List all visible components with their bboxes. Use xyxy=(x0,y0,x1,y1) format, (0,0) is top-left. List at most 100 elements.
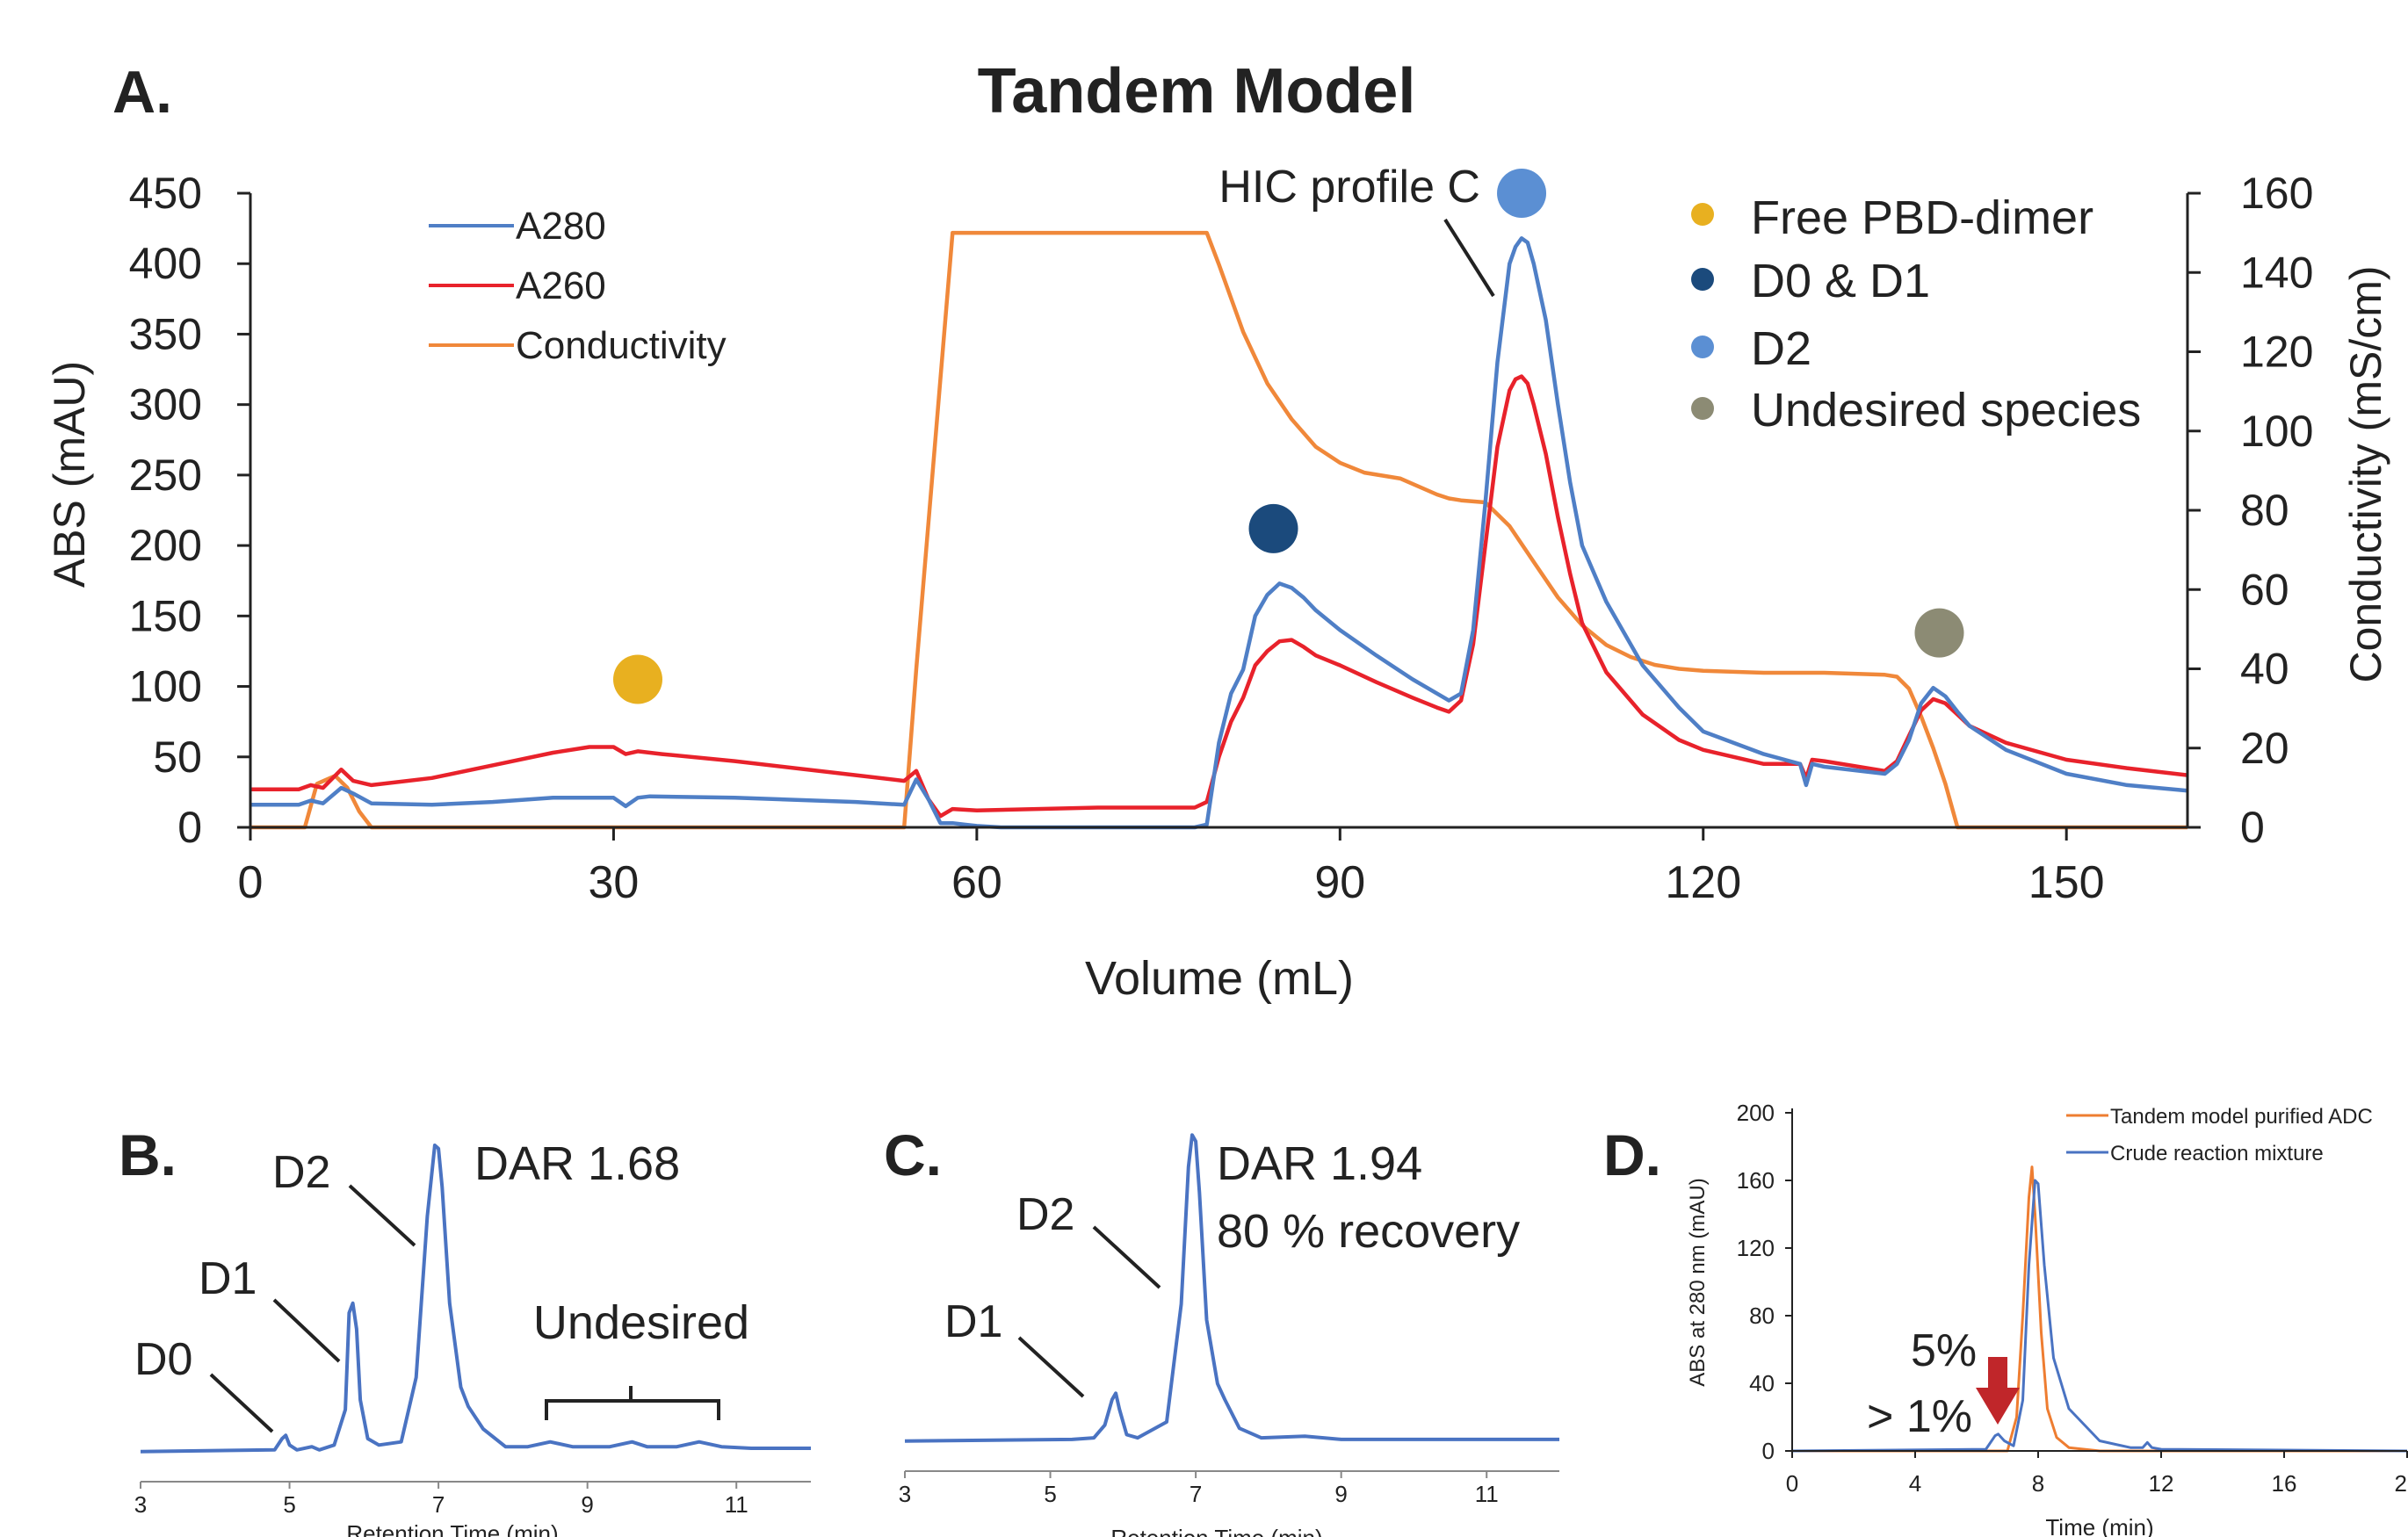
chart-a-markers xyxy=(613,169,1964,704)
chart-a-y2tick-label: 40 xyxy=(2240,645,2289,694)
chart-d-xtick-label: 8 xyxy=(2032,1470,2044,1497)
line-crude-mixture xyxy=(1791,1179,2408,1453)
panel-c-letter: C. xyxy=(884,1122,942,1187)
chart-d-ytick-label: 80 xyxy=(1749,1302,1775,1329)
chart-a-ytick-label: 250 xyxy=(129,451,202,500)
chart-a-ytick-label: 150 xyxy=(129,591,202,640)
marker-undesired-species xyxy=(1914,608,1964,658)
line-a280 xyxy=(250,236,2188,830)
chart-c-recovery-label: 80 % recovery xyxy=(1217,1205,1520,1258)
chart-c-xtick-label: 3 xyxy=(899,1481,911,1507)
marker-d0-d1 xyxy=(1248,503,1298,553)
legend-d0d1-label: D0 & D1 xyxy=(1751,255,1930,307)
panel-a-letter: A. xyxy=(112,59,172,126)
chart-c-trace xyxy=(904,1133,1559,1443)
chart-c-d1-label: D1 xyxy=(944,1296,1002,1347)
chart-a-ytick-label: 100 xyxy=(129,662,202,711)
chart-d-xtick-label: 20 xyxy=(2395,1470,2408,1497)
panel-a-title: Tandem Model xyxy=(978,56,1416,126)
chart-b-xtick-label: 9 xyxy=(581,1491,593,1518)
chart-b-d2-leader xyxy=(348,1184,416,1247)
marker-d2 xyxy=(1497,169,1547,218)
chart-a-y2tick-label: 100 xyxy=(2240,407,2313,456)
chart-b-xlabel: Retention Time (min) xyxy=(346,1520,558,1537)
chart-a-y2tick-label: 80 xyxy=(2240,486,2289,535)
legend-crude-label: Crude reaction mixture xyxy=(2110,1142,2324,1165)
chart-b-d1-leader xyxy=(272,1298,341,1363)
chart-d-xtick-label: 16 xyxy=(2272,1470,2297,1497)
marker-free-pbd-dimer xyxy=(613,654,662,704)
chart-b-d0-label: D0 xyxy=(134,1334,192,1385)
chart-c: 3 5 7 9 11 DAR 1.94 80 % recovery D2 D1 Rete… xyxy=(899,1133,1559,1537)
chart-d-xtick-label: 0 xyxy=(1786,1470,1798,1497)
chart-a-ytick-label: 450 xyxy=(129,169,202,218)
chart-a-ytick-label: 300 xyxy=(129,380,202,429)
chart-c-xtick-label: 7 xyxy=(1190,1481,1202,1507)
chart-d-axes: 04812162004080120160200 xyxy=(1737,1100,2408,1497)
panel-d-letter: D. xyxy=(1603,1122,1661,1187)
chart-a-y2tick-label: 0 xyxy=(2240,803,2265,852)
legend-a280-label: A280 xyxy=(516,205,606,248)
chart-a-ytick-label: 0 xyxy=(177,803,202,852)
chart-c-d2-leader xyxy=(1092,1225,1161,1289)
legend-d0d1-dot xyxy=(1691,268,1714,291)
chart-a-y2tick-label: 120 xyxy=(2240,328,2313,377)
chart-a-y2tick-label: 160 xyxy=(2240,169,2313,218)
chart-a-ytick-label: 400 xyxy=(129,239,202,288)
chart-a-xlabel: Volume (mL) xyxy=(1085,952,1354,1005)
chart-b-dar-label: DAR 1.68 xyxy=(474,1137,680,1190)
panel-b-letter: B. xyxy=(119,1122,177,1187)
chart-c-xtick-label: 11 xyxy=(1475,1481,1499,1507)
chart-b-xtick-label: 7 xyxy=(432,1491,445,1518)
chart-b-d2-label: D2 xyxy=(272,1147,330,1198)
chart-a: 0 30 60 90 120 150050100150200250300350400450… xyxy=(45,162,2390,1005)
chart-b-d1-label: D1 xyxy=(199,1253,257,1304)
legend-d2-dot xyxy=(1691,336,1714,358)
legend-undesired-label: Undesired species xyxy=(1751,384,2141,437)
chart-d-ytick-label: 120 xyxy=(1737,1235,1775,1261)
line-tandem-purified xyxy=(1792,1165,2407,1453)
chart-c-axes: 3 5 7 9 11 xyxy=(899,1470,1559,1507)
chart-a-y2tick-label: 140 xyxy=(2240,248,2313,297)
chart-d-ytick-label: 40 xyxy=(1749,1370,1775,1396)
chart-a-y2tick-label: 60 xyxy=(2240,565,2289,614)
chart-a-xtick-label: 120 xyxy=(1665,857,1741,908)
chart-c-xtick-label: 5 xyxy=(1044,1481,1056,1507)
chart-b-xtick-label: 3 xyxy=(134,1491,147,1518)
chart-a-ytick-label: 350 xyxy=(129,309,202,358)
chart-a-xtick-label: 90 xyxy=(1314,857,1365,908)
chart-a-xtick-label: 150 xyxy=(2028,857,2105,908)
chart-b-undesired-label: Undesired xyxy=(533,1296,749,1349)
chart-c-xtick-label: 9 xyxy=(1334,1481,1347,1507)
hic-profile-annotation: HIC profile C xyxy=(1218,162,1480,213)
legend-tandem-label: Tandem model purified ADC xyxy=(2110,1105,2373,1129)
chart-d-five-percent: 5% xyxy=(1911,1325,1977,1376)
chart-a-axes: 0 30 60 90 120 150050100150200250300350400450… xyxy=(129,169,2314,908)
chart-d-ytick-label: 200 xyxy=(1737,1100,1775,1126)
chart-a-xtick-label: 30 xyxy=(589,857,640,908)
chart-c-d2-label: D2 xyxy=(1016,1189,1074,1240)
chart-b-axes: 3 5 7 9 11 xyxy=(134,1481,811,1518)
chart-a-y2label: Conductivity (mS/cm) xyxy=(2341,265,2390,682)
chart-b-xtick-label: 11 xyxy=(725,1491,748,1518)
legend-free-pbd-dot xyxy=(1691,203,1714,226)
chart-d-one-percent: > 1% xyxy=(1867,1391,1972,1442)
chart-d-ytick-label: 0 xyxy=(1762,1438,1775,1464)
chart-c-lines xyxy=(904,1133,1559,1443)
chart-b-xtick-label: 5 xyxy=(283,1491,295,1518)
chart-a-xtick-label: 60 xyxy=(951,857,1002,908)
chart-b-undesired-bracket xyxy=(545,1386,720,1420)
chart-d-ytick-label: 160 xyxy=(1737,1167,1775,1194)
chart-b: 3 5 7 9 11 DAR 1.68 D2 D1 D0 Undesired Reten… xyxy=(134,1137,811,1537)
chart-a-ylabel: ABS (mAU) xyxy=(45,361,94,588)
chart-c-dar-label: DAR 1.94 xyxy=(1217,1137,1422,1190)
chart-d: 04812162004080120160200 Time (min) ABS a… xyxy=(1686,1100,2408,1537)
legend-conductivity-label: Conductivity xyxy=(516,324,727,367)
chart-c-xlabel: Retention Time (min) xyxy=(1110,1525,1322,1537)
chart-d-ylabel: ABS at 280 nm (mAU) xyxy=(1686,1178,1710,1386)
chart-d-xtick-label: 12 xyxy=(2149,1470,2174,1497)
chart-b-lines xyxy=(140,1144,811,1454)
chart-b-d0-leader xyxy=(209,1373,274,1433)
legend-d2-label: D2 xyxy=(1751,322,1811,375)
